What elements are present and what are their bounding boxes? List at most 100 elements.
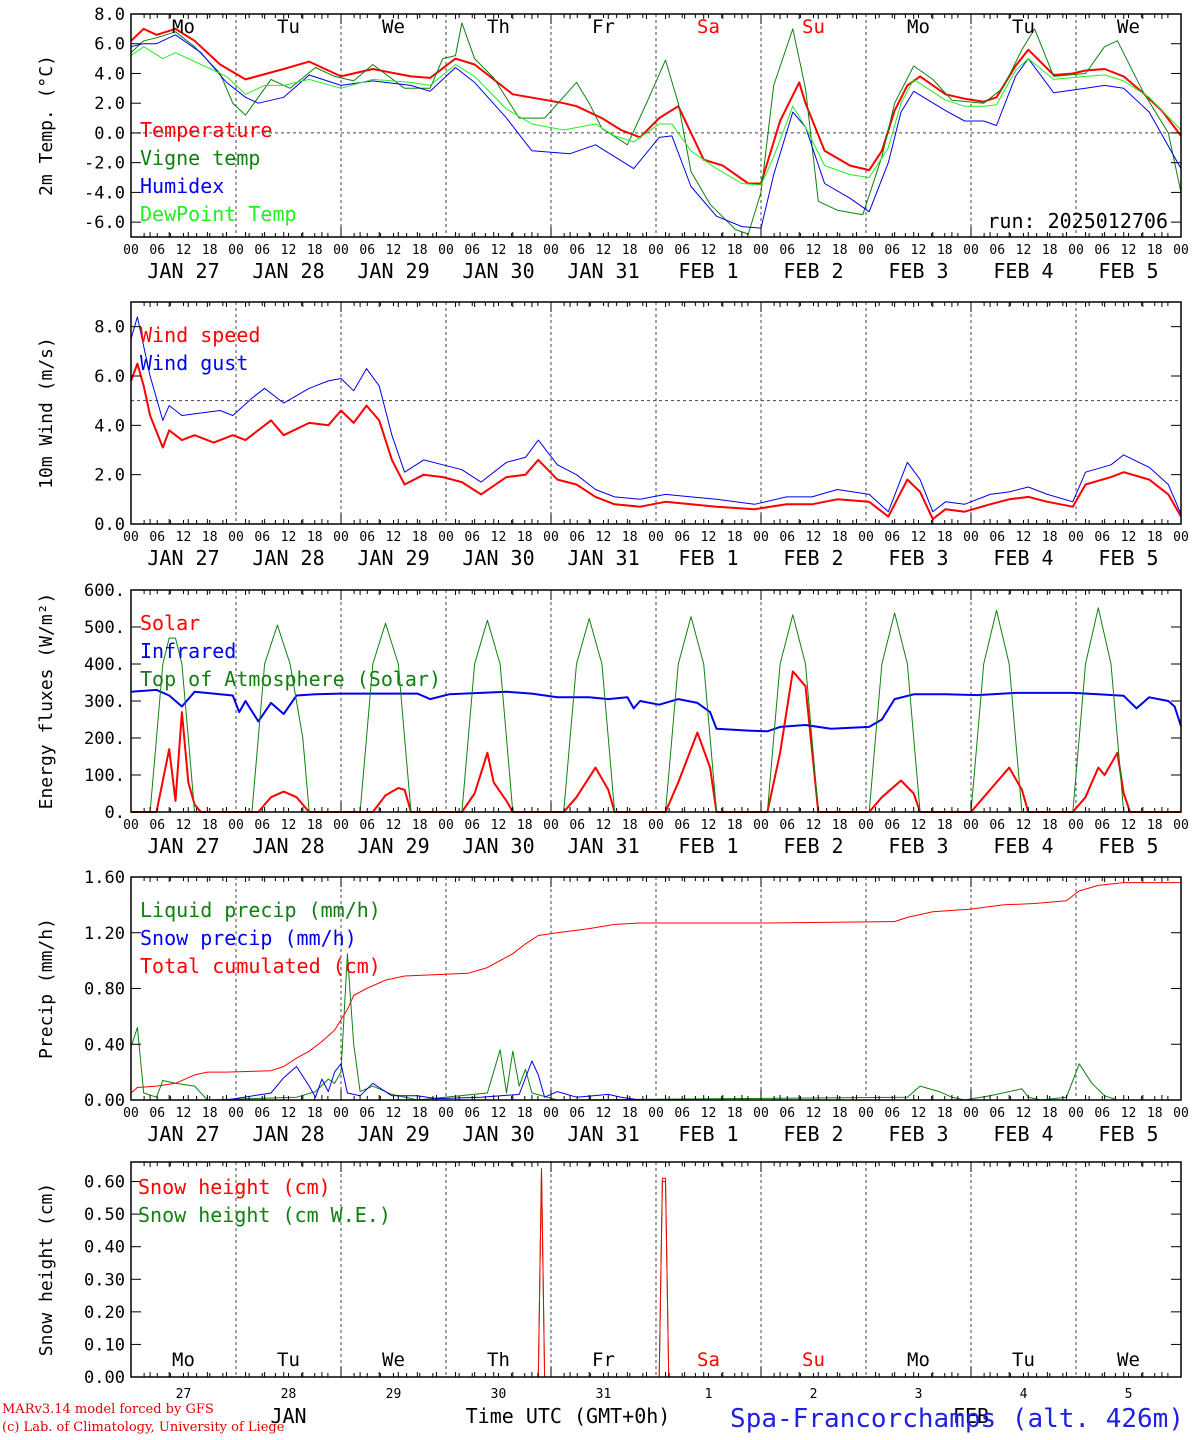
y-tick-label: 300. bbox=[84, 692, 125, 712]
hour-label: 18 bbox=[412, 530, 428, 545]
y-tick-label: 0.0 bbox=[94, 124, 125, 144]
date-label: FEB 5 bbox=[1098, 259, 1158, 283]
hour-label: 06 bbox=[884, 243, 900, 258]
day-number: 4 bbox=[1020, 1387, 1028, 1402]
hour-label: 06 bbox=[779, 243, 795, 258]
hour-label: 18 bbox=[727, 1106, 743, 1121]
hour-label: 12 bbox=[491, 818, 507, 833]
legend-entry: Snow precip (mm/h) bbox=[140, 926, 357, 950]
hour-label: 12 bbox=[176, 243, 192, 258]
legend-entry: DewPoint Temp bbox=[140, 202, 297, 226]
hour-label: 06 bbox=[149, 818, 165, 833]
hour-label: 00 bbox=[333, 818, 349, 833]
date-label: JAN 27 bbox=[147, 1122, 219, 1146]
day-number: 31 bbox=[596, 1387, 612, 1402]
y-tick-label: 500. bbox=[84, 618, 125, 638]
hour-label: 00 bbox=[963, 1106, 979, 1121]
hour-label: 06 bbox=[674, 1106, 690, 1121]
series-wind-speed bbox=[130, 362, 1182, 521]
hour-label: 12 bbox=[806, 1106, 822, 1121]
credit-line-1: MARv3.14 model forced by GFS bbox=[2, 1402, 214, 1417]
hour-label: 12 bbox=[806, 243, 822, 258]
hour-label: 06 bbox=[1094, 243, 1110, 258]
hour-label: 18 bbox=[727, 243, 743, 258]
hour-label: 06 bbox=[359, 1106, 375, 1121]
hour-label: 12 bbox=[386, 530, 402, 545]
hour-label: 06 bbox=[884, 818, 900, 833]
hour-label: 06 bbox=[779, 1106, 795, 1121]
weekday-label: Th bbox=[487, 1349, 510, 1371]
hour-label: 06 bbox=[359, 243, 375, 258]
day-number: 28 bbox=[281, 1387, 297, 1402]
hour-label: 00 bbox=[543, 530, 559, 545]
hour-label: 12 bbox=[701, 818, 717, 833]
hour-label: 06 bbox=[359, 530, 375, 545]
date-label: JAN 27 bbox=[147, 259, 219, 283]
plot-frame bbox=[130, 1161, 1182, 1378]
date-label: FEB 3 bbox=[888, 546, 948, 570]
date-label: FEB 4 bbox=[993, 259, 1053, 283]
hour-label: 18 bbox=[622, 1106, 638, 1121]
hour-label: 00 bbox=[543, 818, 559, 833]
hour-label: 06 bbox=[779, 530, 795, 545]
legend-entry: Solar bbox=[140, 611, 200, 635]
legend-entry: Infrared bbox=[140, 639, 236, 663]
hour-label: 18 bbox=[1147, 530, 1163, 545]
y-tick-label: 2.0 bbox=[94, 466, 125, 486]
date-label: FEB 3 bbox=[888, 834, 948, 858]
weekday-label: We bbox=[382, 1349, 405, 1371]
legend-entry: Temperature bbox=[140, 118, 272, 142]
hour-label: 06 bbox=[569, 818, 585, 833]
weekday-label: Tu bbox=[1012, 16, 1035, 38]
weekday-label: Mo bbox=[907, 16, 930, 38]
hour-label: 12 bbox=[1016, 530, 1032, 545]
date-label: JAN 31 bbox=[567, 834, 639, 858]
weekday-label: Tu bbox=[277, 16, 300, 38]
legend-entry: Humidex bbox=[140, 174, 224, 198]
hour-label: 00 bbox=[228, 243, 244, 258]
hour-label: 06 bbox=[464, 530, 480, 545]
hour-label: 12 bbox=[596, 243, 612, 258]
series-temperature bbox=[130, 27, 1182, 185]
hour-label: 06 bbox=[149, 243, 165, 258]
hour-label: 18 bbox=[1147, 243, 1163, 258]
hour-label: 12 bbox=[491, 243, 507, 258]
y-tick-label: 0.10 bbox=[84, 1335, 125, 1355]
series-snow-precip-mm-h bbox=[131, 1060, 1181, 1101]
hour-label: 06 bbox=[149, 530, 165, 545]
weekday-label: Sa bbox=[697, 16, 720, 38]
hour-label: 00 bbox=[963, 530, 979, 545]
hour-label: 18 bbox=[517, 243, 533, 258]
date-label: FEB 3 bbox=[888, 259, 948, 283]
hour-label: 12 bbox=[386, 818, 402, 833]
y-tick-label: 0.50 bbox=[84, 1205, 125, 1225]
date-label: FEB 2 bbox=[783, 259, 843, 283]
date-label: JAN 30 bbox=[462, 259, 534, 283]
hour-label: 00 bbox=[858, 1106, 874, 1121]
day-number: 30 bbox=[491, 1387, 507, 1402]
date-label: FEB 4 bbox=[993, 546, 1053, 570]
y-tick-label: 4.0 bbox=[94, 64, 125, 84]
hour-label: 18 bbox=[517, 818, 533, 833]
hour-label: 12 bbox=[701, 243, 717, 258]
hour-label: 00 bbox=[858, 530, 874, 545]
date-label: FEB 1 bbox=[678, 259, 738, 283]
series-wind-gust bbox=[130, 316, 1182, 515]
y-tick-label: 6.0 bbox=[94, 367, 125, 387]
y-tick-label: 0.00 bbox=[84, 1368, 125, 1388]
weekday-label: Su bbox=[802, 1349, 825, 1371]
panel-5: 0.00 0.10 0.20 0.30 0.40 0.50 0.60 Snow height … bbox=[36, 1161, 1182, 1388]
weekday-label: Mo bbox=[172, 1349, 195, 1371]
date-label: JAN 31 bbox=[567, 1122, 639, 1146]
hour-label: 00 bbox=[438, 818, 454, 833]
series-solar bbox=[131, 670, 1181, 813]
hour-label: 00 bbox=[753, 818, 769, 833]
weekday-label: Fr bbox=[592, 1349, 615, 1371]
hour-label: 12 bbox=[596, 1106, 612, 1121]
hour-label: 18 bbox=[1042, 818, 1058, 833]
hour-label: 06 bbox=[1094, 1106, 1110, 1121]
hour-label: 18 bbox=[832, 818, 848, 833]
y-tick-label: 1.20 bbox=[84, 924, 125, 944]
legend-entry: Wind gust bbox=[140, 351, 248, 375]
